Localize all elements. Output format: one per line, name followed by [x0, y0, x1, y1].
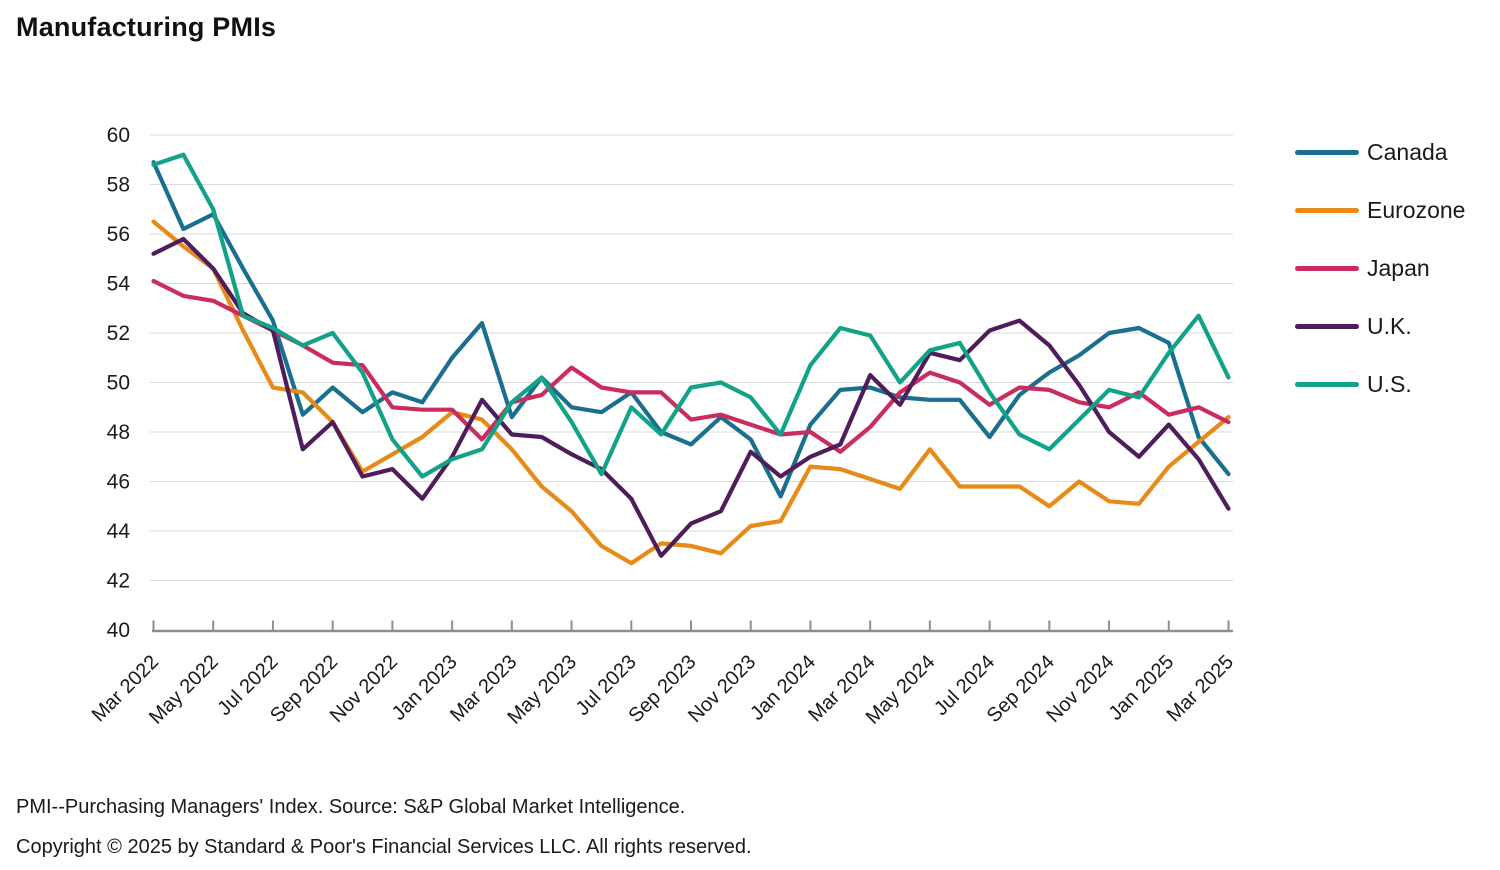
footnote-source: PMI--Purchasing Managers' Index. Source:…	[16, 796, 686, 818]
legend-label-canada: Canada	[1367, 139, 1448, 165]
legend-swatch-canada	[1295, 150, 1359, 155]
legend-swatch-us	[1295, 382, 1359, 387]
y-tick-label: 42	[107, 570, 130, 593]
y-tick-label: 40	[107, 619, 130, 642]
line-japan	[151, 278, 1231, 454]
footnote-copyright: Copyright © 2025 by Standard & Poor's Fi…	[16, 836, 752, 858]
legend-swatch-uk	[1295, 324, 1359, 329]
y-tick-label: 58	[107, 174, 130, 197]
legend-item-japan: Japan	[1295, 255, 1465, 281]
line-canada	[151, 160, 1231, 499]
line-us	[151, 152, 1231, 479]
y-tick-label: 56	[107, 223, 130, 246]
y-tick-label: 54	[107, 273, 131, 296]
line-eurozone	[151, 219, 1231, 566]
y-tick-label: 60	[107, 124, 130, 147]
legend-swatch-japan	[1295, 266, 1359, 271]
y-tick-label: 52	[107, 322, 130, 345]
legend-swatch-eurozone	[1295, 208, 1359, 213]
legend: Canada Eurozone Japan U.K. U.S.	[1295, 139, 1466, 430]
y-tick-label: 44	[107, 520, 131, 543]
line-uk	[151, 236, 1231, 558]
chart-title: Manufacturing PMIs	[16, 12, 277, 42]
legend-label-eurozone: Eurozone	[1367, 197, 1466, 223]
legend-label-us: U.S.	[1367, 371, 1412, 397]
legend-label-japan: Japan	[1367, 255, 1430, 281]
legend-item-uk: U.K.	[1295, 313, 1465, 339]
y-tick-label: 48	[107, 421, 130, 444]
legend-item-eurozone: Eurozone	[1295, 197, 1466, 223]
legend-item-us: U.S.	[1295, 371, 1465, 397]
y-tick-label: 46	[107, 471, 130, 494]
legend-label-uk: U.K.	[1367, 313, 1412, 339]
legend-item-canada: Canada	[1295, 139, 1465, 165]
y-tick-label: 50	[107, 372, 130, 395]
